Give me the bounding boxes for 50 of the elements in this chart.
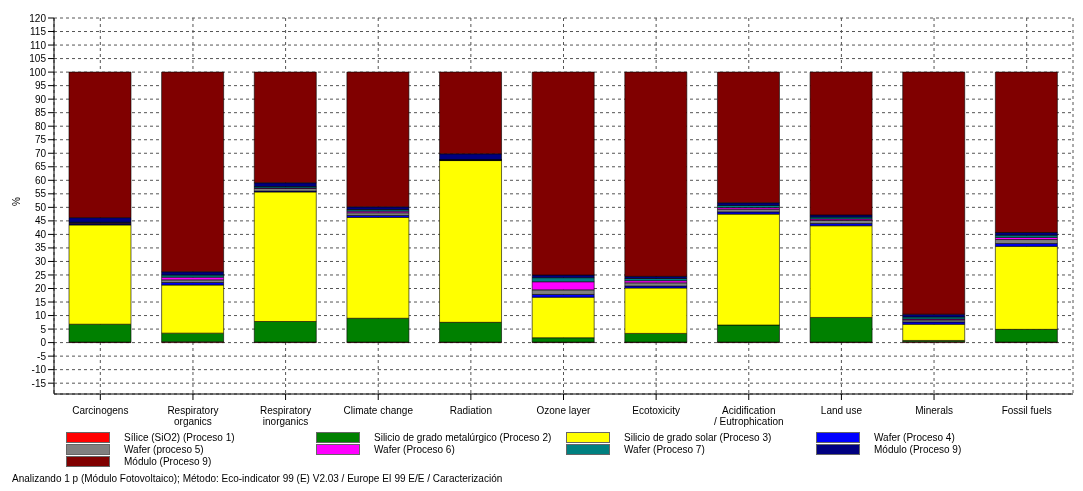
y-tick-label: 90 <box>34 93 47 105</box>
legend-label: Silicio de grado metalúrgico (Proceso 2) <box>374 432 552 443</box>
y-tick-label: 40 <box>34 228 47 240</box>
legend-label: Módulo (Proceso 9) <box>874 444 962 455</box>
y-tick-label: 105 <box>29 53 47 65</box>
y-tick-label: 5 <box>40 323 47 335</box>
y-tick-label: 50 <box>34 201 47 213</box>
legend-label: Wafer (Proceso 7) <box>624 444 705 455</box>
y-tick-label: 15 <box>34 296 47 308</box>
y-tick-label: 60 <box>34 174 47 186</box>
y-tick-label: 100 <box>29 66 47 78</box>
x-tick-label: Land use <box>820 405 863 416</box>
y-tick-label: 35 <box>34 242 47 254</box>
x-tick-label: Respiratory inorganics <box>260 405 312 427</box>
y-tick-label: -5 <box>37 350 47 362</box>
y-tick-label: 65 <box>34 161 47 173</box>
legend-label: Wafer (proceso 5) <box>124 444 204 455</box>
legend-label: Wafer (Proceso 4) <box>874 432 955 443</box>
y-tick-label: 25 <box>34 269 47 281</box>
y-tick-label: -10 <box>31 364 47 376</box>
y-axis-title: % <box>10 197 22 206</box>
x-tick-label: Fossil fuels <box>1001 405 1052 416</box>
y-tick-label: 70 <box>34 147 47 159</box>
legend-label: Módulo (Proceso 9) <box>124 456 212 467</box>
x-tick-label: Ozone layer <box>536 405 592 416</box>
y-tick-label: 20 <box>34 283 47 295</box>
y-tick-label: 30 <box>34 256 47 267</box>
y-tick-label: 110 <box>30 39 47 51</box>
legend-label: Silicio de grado solar (Proceso 3) <box>624 432 772 443</box>
y-tick-label: 45 <box>34 215 47 227</box>
x-tick-label: Acidification / Eutrophication <box>714 405 784 427</box>
y-tick-label: 80 <box>34 120 47 132</box>
y-tick-label: 85 <box>34 107 47 119</box>
x-tick-label: Minerals <box>915 405 953 416</box>
y-tick-label: 120 <box>29 12 47 24</box>
x-tick-label: Climate change <box>343 405 414 416</box>
text: Analizando 1 p (Módulo Fotovoltaico); Método: Eco-indicator 99 (E) V2.03 / Europe EI 99 E/E / Caracterización <box>12 473 504 484</box>
y-tick-label: 115 <box>30 26 47 38</box>
legend-label: Sílice (SiO2) (Proceso 1) <box>124 432 235 443</box>
y-tick-label: 95 <box>34 80 47 92</box>
x-tick-label: Respiratory organics <box>167 405 219 427</box>
y-tick-label: 0 <box>40 337 47 349</box>
y-tick-label: 55 <box>34 188 47 200</box>
y-tick-label: 10 <box>34 310 47 322</box>
y-tick-label: -15 <box>31 377 47 389</box>
y-tick-label: 75 <box>34 134 47 146</box>
x-tick-label: Radiation <box>449 405 492 416</box>
legend-label: Wafer (Proceso 6) <box>374 444 455 455</box>
x-tick-label: Ecotoxicity <box>632 405 681 416</box>
x-tick-label: Carcinogens <box>72 405 129 416</box>
